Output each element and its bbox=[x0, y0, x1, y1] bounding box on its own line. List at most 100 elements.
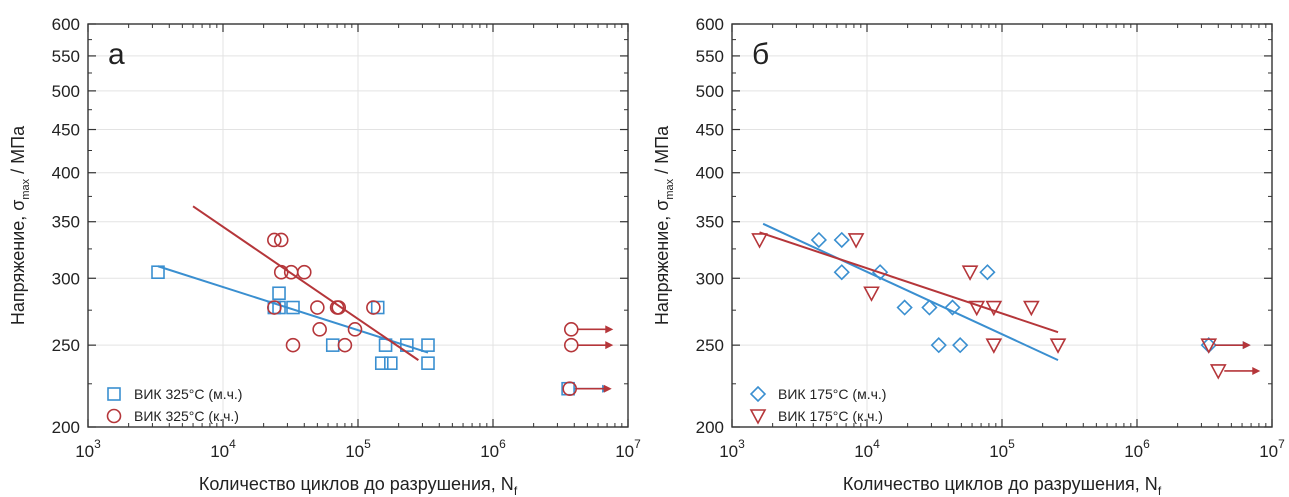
y-tick-label: 250 bbox=[696, 336, 724, 355]
y-tick-label: 550 bbox=[52, 47, 80, 66]
y-tick-label: 450 bbox=[696, 121, 724, 140]
x-tick-base: 10 bbox=[854, 442, 873, 461]
y-axis-label-subscript: max bbox=[664, 178, 676, 199]
y-axis-label-text: Напряжение, σ bbox=[652, 200, 672, 325]
data-point bbox=[272, 286, 286, 301]
y-tick-label: 200 bbox=[696, 418, 724, 437]
data-point bbox=[930, 337, 947, 354]
data-point bbox=[421, 356, 435, 370]
series-2 bbox=[751, 231, 1261, 380]
data-point bbox=[267, 300, 282, 315]
runout-point bbox=[563, 322, 579, 337]
runout-arrow-head bbox=[1242, 341, 1251, 350]
x-axis-label-text: Количество циклов до разрушения, N bbox=[199, 474, 514, 494]
data-point bbox=[374, 356, 389, 370]
x-tick-exponent: 3 bbox=[94, 437, 101, 451]
data-point bbox=[1049, 338, 1067, 354]
y-tick-label: 300 bbox=[52, 269, 80, 288]
x-tick-label: 105 bbox=[345, 437, 371, 461]
x-axis-label-text: Количество циклов до разрушения, N bbox=[843, 474, 1158, 494]
legend-label: ВИК 175°С (к.ч.) bbox=[778, 408, 883, 424]
x-tick-label: 106 bbox=[1124, 437, 1150, 461]
legend: ВИК 325°С (м.ч.) ВИК 325°С (к.ч.) bbox=[106, 386, 242, 424]
y-axis-label-text: Напряжение, σ bbox=[8, 200, 28, 325]
x-tick-base: 10 bbox=[210, 442, 229, 461]
panel-label: а bbox=[108, 38, 125, 71]
data-point bbox=[310, 300, 325, 315]
data-point bbox=[921, 299, 938, 316]
data-point bbox=[896, 299, 913, 316]
y-tick-label: 400 bbox=[696, 164, 724, 183]
fit-line bbox=[157, 265, 429, 354]
data-point bbox=[871, 264, 889, 281]
x-tick-exponent: 5 bbox=[364, 437, 371, 451]
data-point bbox=[370, 300, 385, 315]
x-tick-exponent: 5 bbox=[1008, 437, 1015, 451]
y-tick-label: 550 bbox=[696, 47, 724, 66]
runout-arrow-head bbox=[1252, 366, 1261, 375]
series-1 bbox=[762, 222, 1251, 362]
x-tick-label: 106 bbox=[480, 437, 506, 461]
data-point bbox=[285, 337, 301, 353]
data-point bbox=[378, 338, 393, 352]
x-tick-base: 10 bbox=[1259, 442, 1278, 461]
data-point bbox=[273, 232, 289, 248]
x-tick-exponent: 6 bbox=[499, 437, 506, 451]
x-tick-base: 10 bbox=[1124, 442, 1143, 461]
runout-point bbox=[1209, 364, 1227, 380]
y-axis-label-unit: / МПа bbox=[652, 125, 672, 179]
plot-frame bbox=[731, 23, 1273, 428]
chart-panel-2: 103 104 105 106 1072002503003504004505005506… bbox=[652, 15, 1285, 497]
x-tick-exponent: 7 bbox=[634, 437, 641, 451]
legend-marker bbox=[106, 408, 122, 424]
panel-label: б bbox=[752, 38, 769, 71]
x-tick-base: 10 bbox=[615, 442, 634, 461]
plot-frame bbox=[87, 23, 629, 428]
y-tick-label: 450 bbox=[52, 121, 80, 140]
data-point bbox=[961, 265, 979, 281]
data-point bbox=[384, 356, 398, 370]
data-point bbox=[833, 264, 850, 281]
data-point bbox=[751, 233, 768, 249]
data-point bbox=[273, 264, 289, 280]
x-axis-label-subscript: f bbox=[1158, 484, 1162, 497]
series-2 bbox=[192, 205, 614, 397]
y-tick-label: 400 bbox=[52, 164, 80, 183]
data-point bbox=[1023, 300, 1040, 317]
data-point bbox=[366, 300, 381, 315]
data-point bbox=[847, 233, 865, 249]
runout-arrow-head bbox=[603, 384, 612, 393]
x-tick-base: 10 bbox=[989, 442, 1008, 461]
x-tick-label: 103 bbox=[719, 437, 745, 461]
x-tick-base: 10 bbox=[75, 442, 94, 461]
x-tick-base: 10 bbox=[480, 442, 499, 461]
x-axis-label: Количество циклов до разрушения, Nf bbox=[843, 474, 1162, 497]
legend: ВИК 175°С (м.ч.) ВИК 175°С (к.ч.) bbox=[749, 385, 886, 425]
x-tick-exponent: 3 bbox=[738, 437, 745, 451]
x-tick-exponent: 7 bbox=[1278, 437, 1285, 451]
fit-line bbox=[192, 205, 419, 361]
data-point bbox=[985, 338, 1003, 354]
data-point bbox=[979, 264, 996, 281]
data-point bbox=[952, 337, 969, 354]
legend-label: ВИК 175°С (м.ч.) bbox=[778, 386, 886, 402]
x-tick-base: 10 bbox=[345, 442, 364, 461]
data-point bbox=[985, 300, 1003, 317]
y-tick-label: 600 bbox=[696, 15, 724, 34]
legend-label: ВИК 325°С (м.ч.) bbox=[134, 386, 242, 402]
x-tick-exponent: 4 bbox=[229, 437, 236, 451]
data-point bbox=[944, 299, 961, 316]
y-tick-label: 300 bbox=[696, 269, 724, 288]
y-tick-label: 200 bbox=[52, 418, 80, 437]
data-point bbox=[312, 322, 327, 337]
x-tick-label: 105 bbox=[989, 437, 1015, 461]
x-tick-label: 103 bbox=[75, 437, 101, 461]
x-tick-exponent: 4 bbox=[873, 437, 880, 451]
y-tick-label: 600 bbox=[52, 15, 80, 34]
data-point bbox=[296, 264, 312, 280]
data-point bbox=[968, 300, 986, 317]
runout-arrow-head bbox=[605, 325, 614, 334]
y-tick-label: 350 bbox=[52, 213, 80, 232]
x-axis-label-subscript: f bbox=[514, 484, 518, 497]
